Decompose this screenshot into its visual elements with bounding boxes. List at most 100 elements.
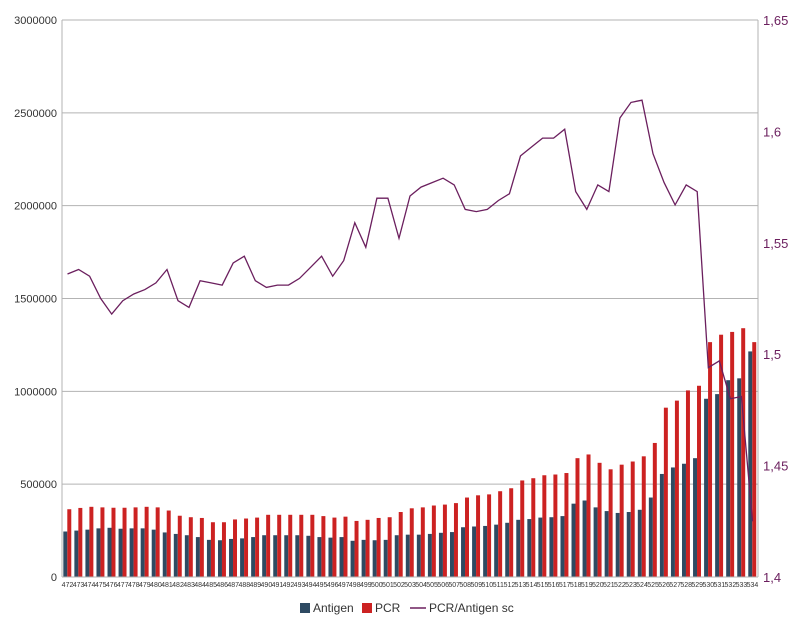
bar-antigen [306, 535, 311, 577]
bar-pcr [498, 491, 503, 577]
bar-antigen [129, 528, 134, 577]
legend-label: PCR [375, 601, 401, 615]
y2-tick-label: 1,5 [763, 347, 781, 362]
bar-pcr [122, 507, 127, 577]
x-tick-label: 508 [459, 582, 471, 589]
bar-antigen [273, 535, 278, 577]
bar-antigen [549, 517, 554, 577]
bar-antigen [339, 537, 344, 577]
x-tick-label: 472 [62, 582, 74, 589]
bar-pcr [663, 407, 668, 577]
x-tick-label: 506 [437, 582, 449, 589]
x-tick-label: 534 [747, 582, 759, 589]
x-tick-label: 504 [415, 582, 427, 589]
bar-antigen [295, 535, 300, 577]
bar-antigen [74, 530, 79, 577]
x-tick-label: 474 [84, 582, 96, 589]
bar-antigen [704, 398, 709, 577]
bar-pcr [244, 518, 249, 577]
ratio-line-series [67, 99, 754, 522]
bar-pcr [409, 508, 414, 577]
bar-pcr [387, 517, 392, 577]
x-tick-label: 480 [150, 582, 162, 589]
bar-pcr [531, 478, 536, 577]
bar-pcr [487, 494, 492, 577]
x-tick-label: 500 [371, 582, 383, 589]
bar-antigen [229, 538, 234, 577]
bar-antigen [483, 525, 488, 577]
bar-pcr [575, 458, 580, 577]
bar-antigen [350, 540, 355, 577]
bar-pcr [685, 390, 690, 577]
bar-pcr [332, 517, 337, 577]
x-tick-label: 473 [73, 582, 85, 589]
x-tick-label: 496 [327, 582, 339, 589]
x-tick-label: 526 [658, 582, 670, 589]
bar-pcr [78, 507, 83, 577]
bar-antigen [372, 540, 377, 577]
bar-antigen [516, 519, 521, 577]
x-tick-label: 529 [691, 582, 703, 589]
bar-antigen [63, 531, 68, 577]
bar-pcr [630, 461, 635, 577]
bar-pcr [288, 514, 293, 577]
x-tick-label: 491 [272, 582, 284, 589]
x-tick-label: 513 [515, 582, 527, 589]
bar-antigen [361, 539, 366, 577]
y-axis-tick-labels: 0 500000 1000000 1500000 2000000 2500000 30000… [14, 15, 57, 584]
y2-tick-label: 1,45 [763, 459, 788, 474]
bar-pcr [155, 507, 160, 577]
x-tick-label: 486 [216, 582, 228, 589]
x-tick-label: 524 [636, 582, 648, 589]
bar-antigen [405, 534, 410, 577]
x-tick-label: 531 [713, 582, 725, 589]
x-tick-label: 493 [294, 582, 306, 589]
ratio-line [67, 99, 754, 522]
bar-antigen [85, 529, 90, 577]
y2-tick-label: 1,4 [763, 570, 781, 585]
x-tick-label: 523 [625, 582, 637, 589]
bar-pcr [752, 342, 757, 577]
x-tick-label: 483 [183, 582, 195, 589]
bar-antigen [604, 511, 609, 577]
bar-antigen [416, 534, 421, 577]
x-tick-label: 499 [360, 582, 372, 589]
bar-pcr [509, 488, 514, 577]
x-tick-label: 505 [426, 582, 438, 589]
x-tick-label: 525 [647, 582, 659, 589]
gridlines [62, 19, 758, 578]
bar-pcr [67, 509, 72, 577]
y-tick-label: 0 [51, 572, 57, 584]
x-tick-label: 495 [316, 582, 328, 589]
x-tick-label: 521 [603, 582, 615, 589]
bar-antigen [461, 527, 466, 577]
bar-pcr [233, 519, 237, 577]
bar-antigen [472, 526, 477, 577]
bar-antigen [505, 522, 510, 577]
y-tick-label: 2500000 [14, 108, 57, 120]
bar-antigen [449, 532, 454, 577]
y-tick-label: 1500000 [14, 294, 57, 306]
bar-pcr [453, 503, 458, 577]
bar-antigen [427, 533, 432, 577]
bar-antigen [394, 535, 399, 577]
x-tick-label: 515 [537, 582, 549, 589]
bar-antigen [726, 380, 731, 577]
bar-antigen [162, 532, 167, 577]
bar-pcr [111, 507, 116, 577]
y-tick-label: 500000 [20, 479, 57, 491]
bar-antigen [284, 535, 289, 577]
bar-pcr [277, 514, 282, 577]
bar-antigen [494, 524, 499, 577]
y2-tick-label: 1,65 [763, 13, 788, 28]
bar-pcr [177, 515, 182, 577]
x-tick-label: 485 [205, 582, 217, 589]
bar-antigen [637, 509, 642, 577]
bar-pcr [741, 328, 746, 577]
bar-antigen [262, 535, 267, 577]
bar-pcr [365, 519, 370, 577]
bar-pcr [310, 514, 315, 577]
x-tick-label: 507 [448, 582, 460, 589]
bar-pcr [343, 516, 348, 577]
x-tick-label: 519 [581, 582, 593, 589]
